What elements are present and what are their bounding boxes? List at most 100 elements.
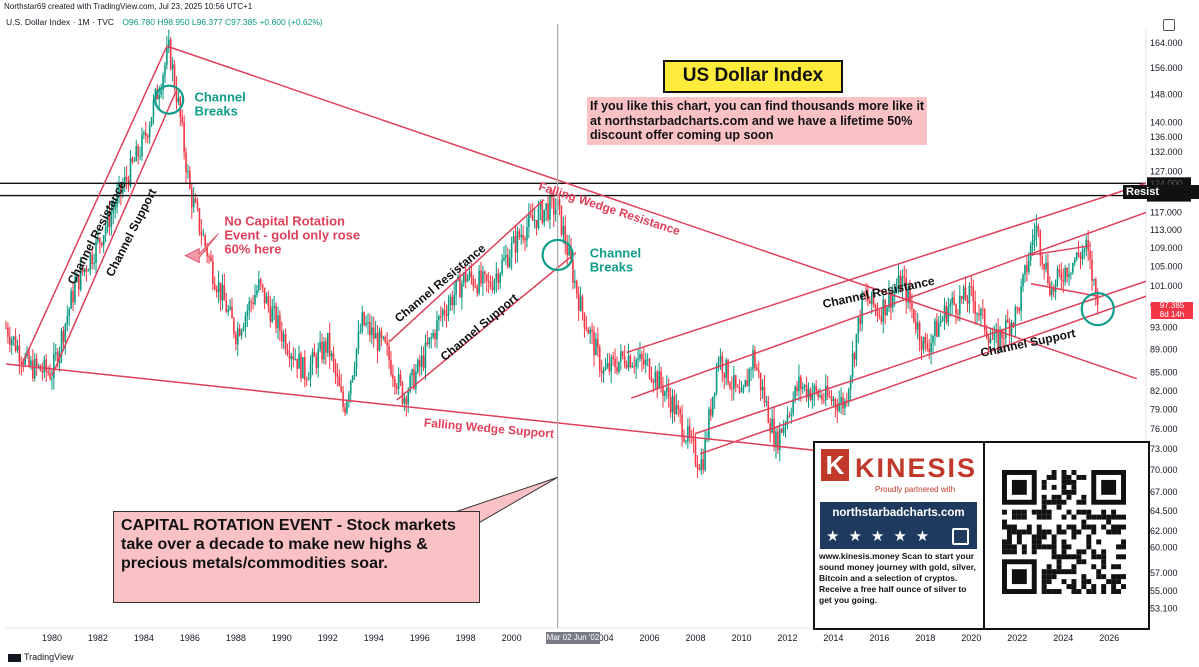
candle xyxy=(378,327,381,352)
candle-body xyxy=(711,396,714,416)
candle-body xyxy=(597,338,599,348)
price-axis[interactable]: 53.100 55.000 57.000 60.000 62.000 64.500 67.0… xyxy=(1150,38,1183,614)
candle-body xyxy=(811,393,814,400)
qr-module xyxy=(1046,564,1052,570)
qr-module xyxy=(1021,529,1027,535)
candle xyxy=(35,353,38,376)
qr-module xyxy=(1046,569,1052,575)
qr-module xyxy=(1041,529,1047,535)
candle-body xyxy=(215,289,218,293)
candle xyxy=(510,236,513,271)
candle-body xyxy=(428,337,431,345)
candle xyxy=(422,346,425,372)
candle xyxy=(493,278,496,295)
candle xyxy=(962,284,965,304)
candle-body xyxy=(104,227,107,236)
qr-code-icon[interactable] xyxy=(1002,470,1126,594)
qr-module xyxy=(1002,524,1007,530)
candle xyxy=(302,356,304,379)
candle xyxy=(66,305,69,332)
ohlc-values: O96.780 H98.950 L96.377 C97.385 +0.600 (… xyxy=(122,17,323,27)
qr-module xyxy=(1076,529,1082,535)
qr-module xyxy=(1011,544,1017,550)
candle-body xyxy=(1093,279,1095,281)
candle xyxy=(980,307,982,328)
qr-module xyxy=(1116,544,1122,550)
candle-body xyxy=(1075,252,1078,260)
candle-body xyxy=(589,329,591,334)
candle-body xyxy=(1027,260,1030,273)
candle xyxy=(189,166,191,190)
qr-module xyxy=(1101,549,1107,555)
candle xyxy=(700,448,703,476)
candle-body xyxy=(411,369,413,376)
candle xyxy=(876,302,879,322)
candle xyxy=(595,332,597,356)
candle-body xyxy=(359,331,362,333)
candle-body xyxy=(529,213,532,216)
candle-body xyxy=(1049,282,1051,296)
time-axis[interactable]: 1980 1982 1984 1986 1988 1990 1992 1994 1996 1998… xyxy=(42,633,1119,643)
qr-module xyxy=(1081,574,1087,580)
candle-body xyxy=(953,297,955,305)
candle-body xyxy=(340,386,342,392)
candle-body xyxy=(558,199,561,206)
candle-body xyxy=(323,341,325,360)
candle-body xyxy=(294,358,297,360)
candle xyxy=(867,284,869,307)
time-tick-label: 2022 xyxy=(1007,633,1027,643)
candle-body xyxy=(844,400,846,409)
candle-body xyxy=(710,409,712,416)
candle xyxy=(598,344,601,378)
market-status-icon[interactable] xyxy=(1163,19,1175,31)
candle-body xyxy=(233,318,235,335)
candle xyxy=(644,352,647,374)
time-tick-label: 1984 xyxy=(134,633,154,643)
candle xyxy=(1077,240,1080,258)
candle xyxy=(439,306,442,322)
candle xyxy=(363,311,365,327)
kinesis-ad[interactable]: K KINESIS Proudly partnered with northst… xyxy=(813,441,1150,630)
qr-module xyxy=(1011,524,1017,530)
qr-module xyxy=(1081,524,1087,530)
candle xyxy=(629,353,632,369)
candle-body xyxy=(805,384,808,398)
candle xyxy=(18,334,21,375)
candle xyxy=(721,351,724,383)
time-tick-label: 2026 xyxy=(1099,633,1119,643)
candle-body xyxy=(441,310,444,317)
candle-body xyxy=(35,358,38,367)
candle xyxy=(811,382,814,409)
candle xyxy=(870,291,873,315)
tradingview-brand: TradingView xyxy=(24,652,74,662)
candle-body xyxy=(461,283,463,298)
candle-body xyxy=(355,349,358,369)
candle xyxy=(288,341,291,367)
candle xyxy=(219,282,222,312)
candle-body xyxy=(526,226,528,241)
candle xyxy=(978,304,980,321)
candle-body xyxy=(1031,239,1034,246)
candle-body xyxy=(160,90,162,95)
candle xyxy=(591,322,593,345)
qr-module xyxy=(1116,529,1122,535)
candle xyxy=(899,270,902,293)
candle xyxy=(372,316,375,348)
qr-module xyxy=(1031,549,1037,555)
qr-module xyxy=(1056,559,1062,565)
candle-body xyxy=(394,378,396,387)
candle-body xyxy=(307,378,310,380)
qr-module xyxy=(1051,589,1057,594)
candle-body xyxy=(300,353,302,379)
candle-body xyxy=(916,322,919,330)
qr-finder-core xyxy=(1101,479,1117,495)
trendline xyxy=(396,252,577,401)
candle xyxy=(10,336,13,355)
candle-body xyxy=(612,356,614,359)
candle-body xyxy=(311,352,314,364)
candle-body xyxy=(777,431,779,451)
candle-body xyxy=(587,329,590,334)
qr-module xyxy=(1066,479,1072,485)
candle-body xyxy=(1006,319,1009,323)
